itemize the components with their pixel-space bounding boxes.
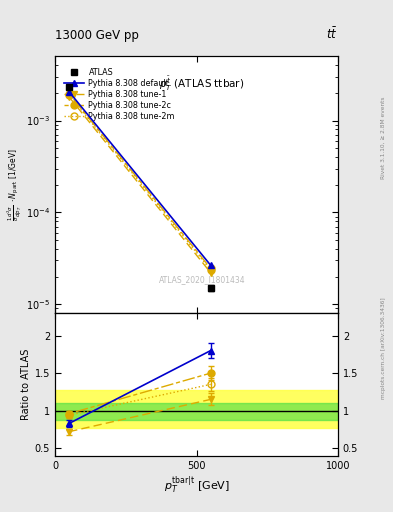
Text: $t\bar{t}$: $t\bar{t}$: [327, 27, 338, 42]
Text: ATLAS_2020_I1801434: ATLAS_2020_I1801434: [159, 275, 246, 284]
Y-axis label: $\frac{1}{\sigma}\frac{d^2\sigma}{dp_T}\ \cdot N_{\mathrm{part}}\ [1/\mathrm{GeV: $\frac{1}{\sigma}\frac{d^2\sigma}{dp_T}\…: [6, 148, 23, 221]
Bar: [55, 390, 338, 428]
Y-axis label: Ratio to ATLAS: Ratio to ATLAS: [20, 349, 31, 420]
Legend: ATLAS, Pythia 8.308 default, Pythia 8.308 tune-1, Pythia 8.308 tune-2c, Pythia 8: ATLAS, Pythia 8.308 default, Pythia 8.30…: [62, 66, 177, 123]
Text: $p_T^{\bar{t}}$ (ATLAS ttbar): $p_T^{\bar{t}}$ (ATLAS ttbar): [160, 74, 245, 93]
Text: mcplots.cern.ch [arXiv:1306.3436]: mcplots.cern.ch [arXiv:1306.3436]: [381, 297, 386, 399]
Text: 13000 GeV pp: 13000 GeV pp: [55, 29, 139, 42]
Text: Rivet 3.1.10, ≥ 2.8M events: Rivet 3.1.10, ≥ 2.8M events: [381, 97, 386, 180]
Bar: [55, 403, 338, 420]
X-axis label: $p^{\mathrm{tbar|t}}_T$ [GeV]: $p^{\mathrm{tbar|t}}_T$ [GeV]: [163, 475, 230, 496]
